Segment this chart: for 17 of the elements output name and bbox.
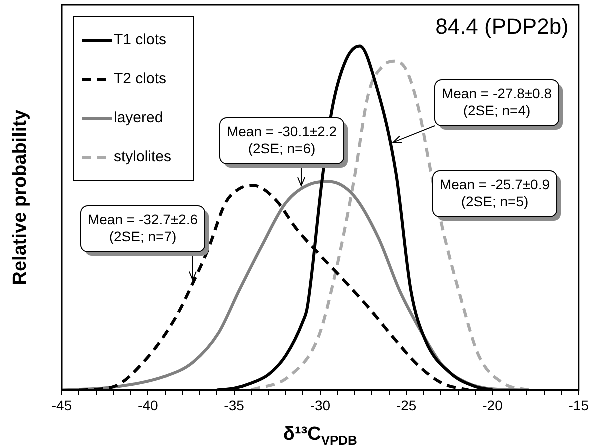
x-tick-label: -30 bbox=[310, 397, 331, 414]
x-tick-label: -25 bbox=[396, 397, 417, 414]
legend-label: layered bbox=[114, 110, 164, 127]
legend-label: stylolites bbox=[114, 148, 172, 166]
annotation: Mean = -30.1±2.2 (2SE; n=6) bbox=[226, 123, 338, 156]
x-tick-label: -45 bbox=[52, 397, 72, 414]
annotation: Mean = -27.8±0.8 (2SE; n=4) bbox=[442, 85, 552, 118]
legend-label: T1 clots bbox=[114, 32, 167, 49]
y-axis-title: Relative probability bbox=[10, 110, 31, 286]
annotation: Mean = -32.7±2.6 (2SE; n=7) bbox=[88, 211, 198, 244]
x-tick-label: -35 bbox=[224, 397, 245, 414]
legend-label: T2 clots bbox=[114, 70, 167, 88]
annotation: Mean = -25.7±0.9 (2SE; n=5) bbox=[440, 176, 550, 210]
x-tick-label: -20 bbox=[482, 397, 504, 414]
x-tick-label: -15 bbox=[568, 397, 590, 414]
x-tick-label: -40 bbox=[138, 397, 158, 414]
chart-title: 84.4 (PDP2b) bbox=[436, 14, 569, 40]
